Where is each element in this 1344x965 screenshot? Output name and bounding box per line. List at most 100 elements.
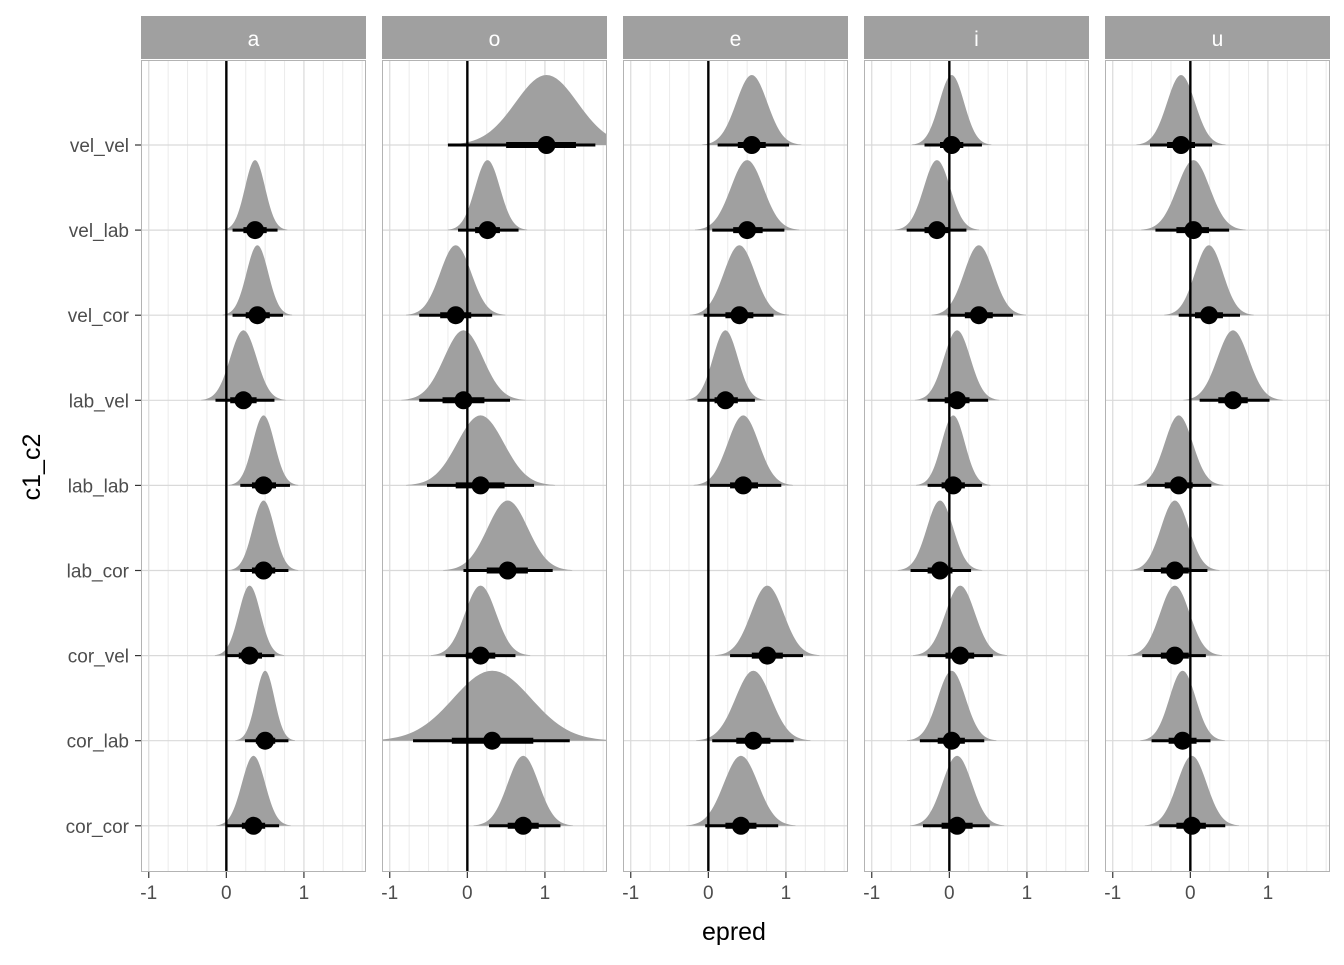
density-e-cor_lab [696, 670, 811, 741]
strip-label-a: a [248, 28, 260, 51]
strip-background [623, 16, 848, 59]
median-point-i-vel_vel [942, 136, 961, 154]
median-point-e-cor_vel [758, 646, 777, 665]
median-point-e-vel_lab [738, 221, 757, 240]
median-point-a-cor_cor [244, 816, 263, 835]
y-tick-label-cor_vel: cor_vel [68, 647, 129, 668]
density-a-vel_cor [222, 245, 293, 316]
median-point-i-cor_vel [951, 646, 970, 665]
x-tick-label: 1 [781, 883, 792, 904]
strip-background [382, 16, 607, 59]
strip-background [141, 16, 366, 59]
density-o-vel_cor [406, 245, 506, 316]
x-tick-label: -1 [140, 883, 157, 904]
x-tick-label: 1 [1263, 883, 1274, 904]
panel-border [141, 60, 366, 872]
x-tick-label: 0 [1185, 883, 1196, 904]
median-point-e-vel_cor [730, 306, 749, 325]
strip-label-e: e [730, 28, 742, 51]
median-point-o-lab_lab [471, 476, 490, 495]
density-i-lab_cor [897, 500, 983, 571]
median-point-o-vel_vel [537, 136, 556, 154]
density-u-vel_lab [1141, 160, 1246, 231]
median-point-o-vel_cor [446, 306, 465, 325]
median-point-u-cor_lab [1173, 731, 1192, 750]
median-point-e-cor_lab [744, 731, 763, 750]
panel-content [1105, 60, 1330, 872]
median-point-o-cor_vel [471, 646, 490, 665]
facet-panel-i: i -1 0 1 [863, 16, 1089, 904]
y-tick-label-vel_lab: vel_lab [69, 221, 129, 242]
panel-content [864, 60, 1089, 872]
x-tick-label: 1 [540, 883, 551, 904]
y-tick-label-vel_cor: vel_cor [68, 306, 130, 327]
facet-panel-u: u -1 0 1 [1104, 16, 1330, 904]
median-point-u-cor_cor [1182, 816, 1201, 835]
density-a-lab_vel [201, 330, 286, 401]
density-e-vel_cor [689, 245, 790, 316]
density-u-vel_vel [1136, 75, 1226, 145]
median-point-e-cor_cor [731, 816, 750, 835]
panel-border [1105, 60, 1330, 872]
median-point-o-cor_lab [483, 731, 502, 750]
median-point-i-cor_lab [942, 731, 961, 750]
density-i-vel_cor [931, 245, 1026, 316]
x-axis-title: epred [702, 918, 766, 946]
y-tick-label-lab_vel: lab_vel [69, 391, 129, 412]
median-point-e-lab_lab [734, 476, 753, 495]
density-o-lab_lab [406, 415, 556, 486]
x-tick-label: 0 [462, 883, 473, 904]
density-u-lab_cor [1130, 500, 1220, 571]
strip-background [864, 16, 1089, 59]
panel-background [864, 60, 1089, 872]
density-u-lab_lab [1134, 415, 1224, 486]
median-point-e-vel_vel [742, 136, 761, 154]
median-point-i-vel_cor [969, 306, 988, 325]
density-i-vel_lab [894, 160, 980, 231]
strip-background [1105, 16, 1330, 59]
density-e-vel_lab [695, 160, 800, 231]
density-a-vel_lab [222, 160, 288, 231]
x-tick-label: -1 [381, 883, 398, 904]
median-point-i-lab_cor [931, 561, 950, 580]
median-point-u-vel_cor [1199, 306, 1218, 325]
median-point-u-lab_lab [1169, 476, 1188, 495]
density-o-cor_lab [382, 670, 607, 741]
density-a-lab_cor [228, 500, 299, 571]
y-tick-label-cor_cor: cor_cor [66, 817, 130, 838]
density-a-cor_lab [235, 670, 295, 741]
median-point-u-lab_cor [1165, 561, 1184, 580]
median-point-u-vel_vel [1172, 136, 1191, 154]
density-o-lab_cor [443, 500, 573, 571]
density-a-cor_vel [214, 585, 285, 656]
median-point-i-lab_lab [944, 476, 963, 495]
panel-border [864, 60, 1089, 872]
density-u-cor_cor [1144, 755, 1240, 826]
density-e-vel_vel [702, 75, 802, 145]
median-point-a-vel_cor [248, 306, 267, 325]
median-point-a-vel_lab [246, 221, 265, 240]
panel-content [623, 60, 848, 872]
x-tick-label: -1 [1104, 883, 1121, 904]
strip-label-i: i [974, 28, 979, 51]
density-u-vel_cor [1164, 245, 1254, 316]
median-point-o-cor_cor [514, 816, 533, 835]
density-u-cor_lab [1140, 670, 1225, 741]
median-point-u-vel_lab [1184, 221, 1203, 240]
density-i-cor_vel [913, 585, 1008, 656]
density-i-lab_lab [915, 415, 991, 486]
median-point-o-lab_vel [454, 391, 473, 410]
median-point-a-lab_lab [254, 476, 273, 495]
x-tick-label: -1 [622, 883, 639, 904]
panel-background [1105, 60, 1330, 872]
x-tick-label: 0 [703, 883, 714, 904]
median-point-u-lab_vel [1224, 391, 1243, 410]
y-axis-title: c1_c2 [18, 434, 46, 501]
median-point-i-cor_cor [948, 816, 967, 835]
density-i-cor_lab [906, 670, 997, 741]
median-point-i-vel_lab [927, 221, 946, 240]
median-point-i-lab_vel [948, 391, 967, 410]
strip-label-o: o [489, 28, 501, 51]
